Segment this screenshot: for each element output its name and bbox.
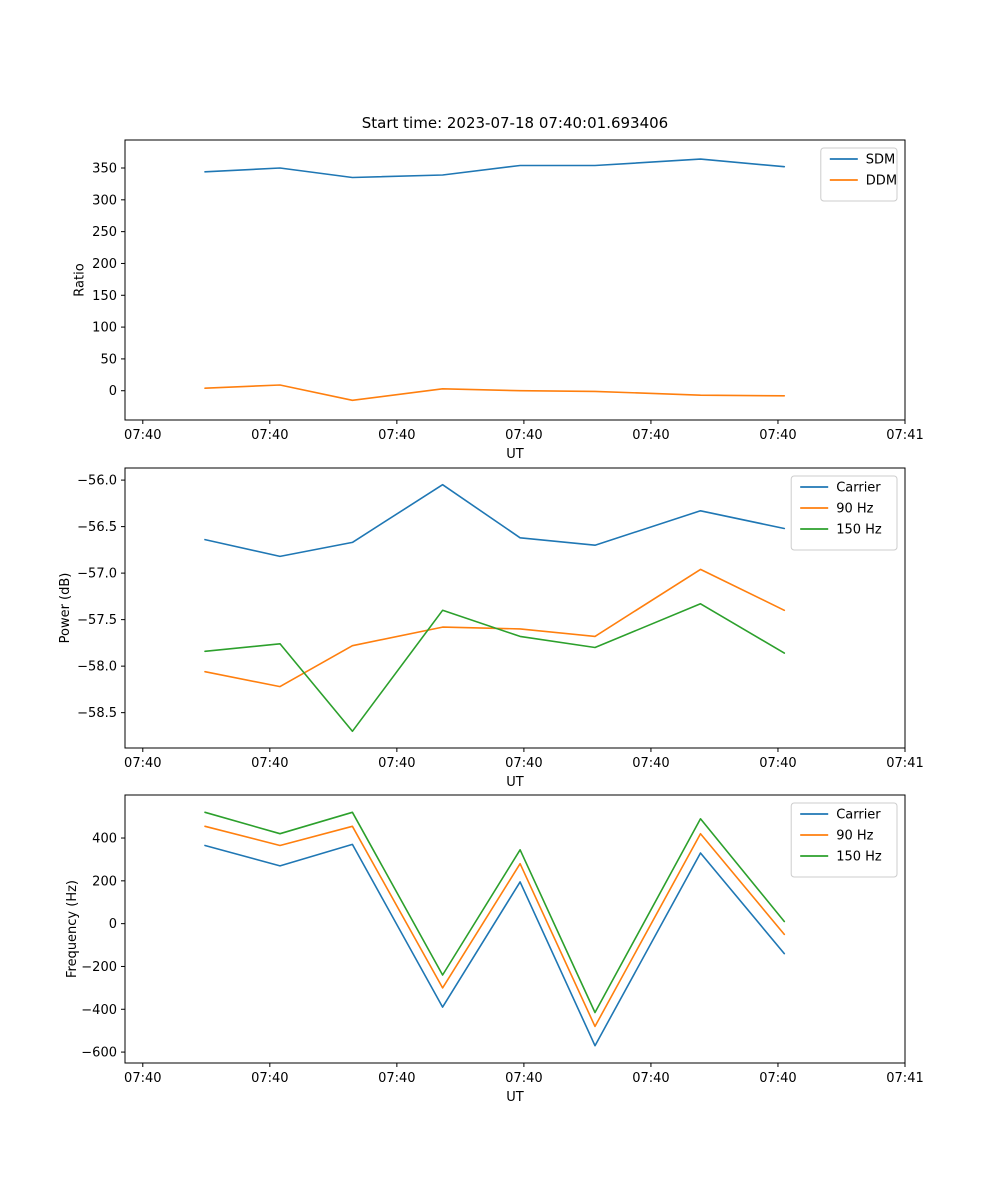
axes-spines [124, 467, 906, 749]
y-axis-label: Ratio [72, 263, 87, 296]
series-line-carrier [204, 843, 786, 1047]
x-tick-label: 07:40 [632, 428, 669, 443]
x-axis-label: UT [506, 447, 524, 462]
y-tick-label: −400 [81, 1003, 117, 1018]
legend-label: DDM [866, 174, 897, 189]
y-tick-label: 50 [100, 352, 117, 367]
x-tick-label: 07:40 [124, 1071, 161, 1086]
legend: Carrier 90 Hz 150 Hz [790, 802, 898, 878]
y-tick-label: 0 [109, 384, 117, 399]
y-tick-label: −57.5 [77, 613, 117, 628]
x-tick-label: 07:40 [632, 756, 669, 771]
series-line-90-hz [204, 568, 786, 688]
legend-box [790, 802, 898, 878]
x-tick-label: 07:41 [886, 428, 923, 443]
legend-label: Carrier [836, 808, 881, 823]
x-tick-label: 07:41 [886, 1071, 923, 1086]
x-tick-label: 07:40 [505, 428, 542, 443]
y-tick-label: −600 [81, 1046, 117, 1061]
subplot-1: 07:40 07:40 07:40 07:40 07:40 07:40 07:41 0 50 10… [72, 114, 923, 462]
y-tick-label: 0 [109, 917, 117, 932]
y-tick-label: 400 [92, 832, 117, 847]
legend: SDM DDM [820, 147, 898, 202]
x-tick-label: 07:40 [251, 756, 288, 771]
series-line-sdm [204, 158, 786, 179]
x-tick-label: 07:40 [759, 1071, 796, 1086]
legend-label: Carrier [836, 481, 881, 496]
y-tick-label: 150 [92, 289, 117, 304]
legend-box [820, 147, 898, 202]
legend: Carrier 90 Hz 150 Hz [790, 475, 898, 551]
series-line-150-hz [204, 811, 786, 1014]
x-tick-label: 07:40 [378, 428, 415, 443]
legend-label: SDM [866, 153, 895, 168]
x-tick-label: 07:40 [124, 428, 161, 443]
legend-label: 90 Hz [836, 502, 873, 517]
x-tick-label: 07:40 [378, 1071, 415, 1086]
legend-box [790, 475, 898, 551]
subplot-3: 07:40 07:40 07:40 07:40 07:40 07:40 07:41 −600 −… [65, 794, 924, 1105]
y-tick-label: 200 [92, 257, 117, 272]
y-tick-label: −57.0 [77, 567, 117, 582]
x-tick-label: 07:40 [759, 756, 796, 771]
legend-label: 90 Hz [836, 829, 873, 844]
y-axis-label: Power (dB) [58, 573, 73, 644]
legend-label: 150 Hz [836, 850, 882, 865]
y-tick-label: 200 [92, 874, 117, 889]
y-tick-label: 350 [92, 162, 117, 177]
x-tick-label: 07:40 [378, 756, 415, 771]
x-tick-label: 07:40 [124, 756, 161, 771]
y-tick-label: 250 [92, 225, 117, 240]
y-tick-label: 100 [92, 321, 117, 336]
series-line-ddm [204, 384, 786, 402]
y-tick-label: −56.5 [77, 520, 117, 535]
plot-title: Start time: 2023-07-18 07:40:01.693406 [362, 114, 668, 132]
y-tick-label: −56.0 [77, 474, 117, 489]
legend-label: 150 Hz [836, 523, 882, 538]
x-tick-label: 07:40 [251, 428, 288, 443]
x-tick-label: 07:41 [886, 756, 923, 771]
x-tick-label: 07:40 [505, 756, 542, 771]
axes-spines [124, 794, 906, 1064]
series-line-carrier [204, 483, 786, 558]
y-tick-label: −58.0 [77, 660, 117, 675]
x-tick-label: 07:40 [632, 1071, 669, 1086]
series-line-90-hz [204, 825, 786, 1028]
x-tick-label: 07:40 [251, 1071, 288, 1086]
y-tick-label: 300 [92, 193, 117, 208]
x-tick-label: 07:40 [505, 1071, 542, 1086]
x-axis-label: UT [506, 1090, 524, 1105]
subplot-2: 07:40 07:40 07:40 07:40 07:40 07:40 07:41 −56.0… [58, 467, 924, 790]
y-tick-label: −58.5 [77, 706, 117, 721]
y-tick-label: −200 [81, 960, 117, 975]
axes-spines [124, 139, 906, 421]
y-axis-label: Frequency (Hz) [65, 880, 80, 978]
x-tick-label: 07:40 [759, 428, 796, 443]
series-line-150-hz [204, 602, 786, 733]
x-axis-label: UT [506, 775, 524, 790]
